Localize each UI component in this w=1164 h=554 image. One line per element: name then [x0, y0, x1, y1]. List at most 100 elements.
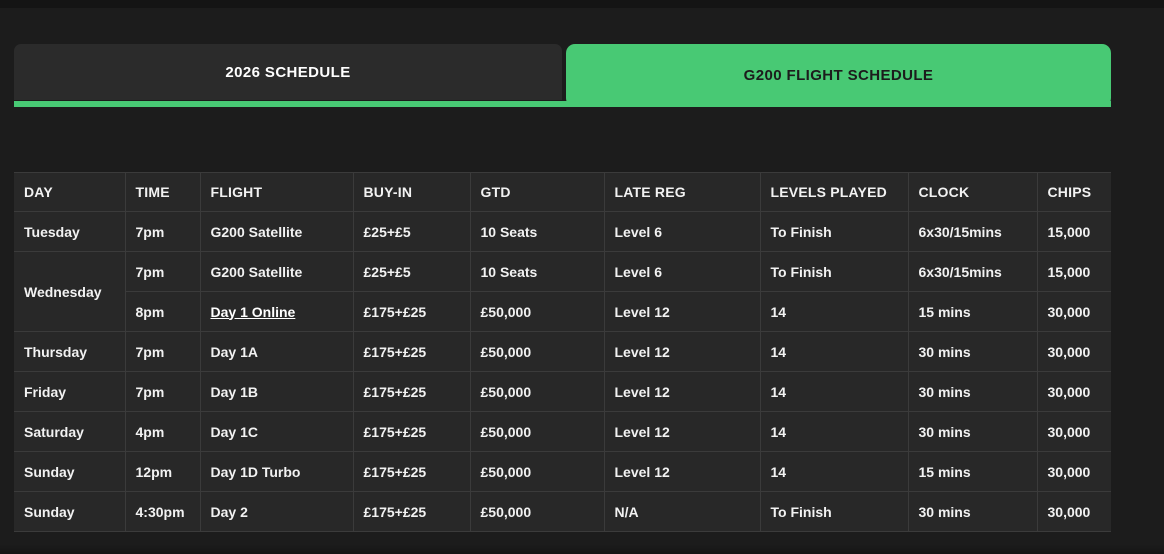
cell-time: 4pm: [124, 411, 201, 452]
cell-time: 12pm: [124, 451, 201, 492]
cell-late-reg: Level 12: [603, 411, 761, 452]
cell-flight: Day 1C: [199, 411, 354, 452]
cell-buy-in: £175+£25: [352, 451, 471, 492]
col-header-day: DAY: [13, 172, 126, 212]
cell-clock: 30 mins: [907, 411, 1038, 452]
cell-gtd: £50,000: [469, 411, 605, 452]
cell-chips: 30,000: [1036, 451, 1112, 492]
table-row: 8pm Day 1 Online £175+£25 £50,000 Level 12 14…: [14, 291, 1112, 332]
col-header-buy-in: BUY-IN: [352, 172, 471, 212]
cell-buy-in: £175+£25: [352, 331, 471, 372]
cell-time: 7pm: [124, 211, 201, 252]
cell-day: Sunday: [13, 491, 126, 532]
tab-g200-flight-schedule[interactable]: G200 FLIGHT SCHEDULE: [566, 44, 1111, 107]
cell-late-reg: N/A: [603, 491, 761, 532]
cell-day: Sunday: [13, 451, 126, 492]
cell-buy-in: £175+£25: [352, 291, 471, 332]
table-row: Sunday 4:30pm Day 2 £175+£25 £50,000 N/A To Fi…: [13, 491, 1112, 532]
cell-levels-played: To Finish: [759, 491, 909, 532]
cell-flight: Day 1B: [199, 371, 354, 412]
col-header-gtd: GTD: [469, 172, 605, 212]
cell-time: 8pm: [124, 291, 201, 332]
tab-bar: 2026 SCHEDULE G200 FLIGHT SCHEDULE: [14, 44, 1111, 107]
col-header-chips: CHIPS: [1036, 172, 1112, 212]
cell-levels-played: 14: [759, 411, 909, 452]
cell-buy-in: £25+£5: [352, 211, 471, 252]
table-row: Friday 7pm Day 1B £175+£25 £50,000 Level 12 14…: [13, 371, 1112, 412]
cell-day: Wednesday: [13, 251, 126, 332]
tab-g200-flight-schedule-label: G200 FLIGHT SCHEDULE: [743, 67, 934, 84]
active-tab-underline: [14, 101, 1111, 107]
cell-late-reg: Level 6: [603, 211, 761, 252]
cell-chips: 30,000: [1036, 491, 1112, 532]
cell-clock: 15 mins: [907, 451, 1038, 492]
table-header-row: DAY TIME FLIGHT BUY-IN GTD LATE REG LEVELS PLA…: [13, 172, 1112, 212]
cell-late-reg: Level 12: [603, 331, 761, 372]
cell-gtd: £50,000: [469, 331, 605, 372]
cell-time: 4:30pm: [124, 491, 201, 532]
cell-gtd: £50,000: [469, 371, 605, 412]
table-row: Thursday 7pm Day 1A £175+£25 £50,000 Level 12…: [13, 331, 1112, 372]
cell-late-reg: Level 12: [603, 371, 761, 412]
cell-gtd: £50,000: [469, 291, 605, 332]
cell-clock: 30 mins: [907, 491, 1038, 532]
table-row: Wednesday 7pm G200 Satellite £25+£5 10 Seats…: [13, 251, 1112, 332]
cell-gtd: £50,000: [469, 451, 605, 492]
cell-gtd: 10 Seats: [469, 251, 605, 292]
cell-buy-in: £175+£25: [352, 411, 471, 452]
cell-clock: 6x30/15mins: [907, 251, 1038, 292]
cell-flight: G200 Satellite: [199, 251, 354, 292]
cell-late-reg: Level 12: [603, 451, 761, 492]
cell-levels-played: 14: [759, 371, 909, 412]
cell-time: 7pm: [124, 331, 201, 372]
col-header-late-reg: LATE REG: [603, 172, 761, 212]
flight-schedule-table-wrap: DAY TIME FLIGHT BUY-IN GTD LATE REG LEVELS PLA…: [13, 172, 1112, 532]
cell-flight: Day 1D Turbo: [199, 451, 354, 492]
col-header-time: TIME: [124, 172, 201, 212]
cell-chips: 15,000: [1036, 251, 1112, 292]
cell-late-reg: Level 12: [603, 291, 761, 332]
cell-flight: Day 2: [199, 491, 354, 532]
tab-2026-schedule[interactable]: 2026 SCHEDULE: [14, 44, 562, 100]
cell-chips: 15,000: [1036, 211, 1112, 252]
cell-levels-played: To Finish: [759, 211, 909, 252]
col-header-levels-played: LEVELS PLAYED: [759, 172, 909, 212]
cell-flight: Day 1 Online: [199, 291, 354, 332]
cell-time: 7pm: [124, 371, 201, 412]
cell-flight: Day 1A: [199, 331, 354, 372]
table-row: Tuesday 7pm G200 Satellite £25+£5 10 Seats Le…: [13, 211, 1112, 252]
cell-buy-in: £175+£25: [352, 371, 471, 412]
cell-flight: G200 Satellite: [199, 211, 354, 252]
cell-buy-in: £25+£5: [352, 251, 471, 292]
tab-2026-schedule-label: 2026 SCHEDULE: [225, 63, 351, 81]
col-header-flight: FLIGHT: [199, 172, 354, 212]
cell-day: Saturday: [13, 411, 126, 452]
flight-schedule-table: DAY TIME FLIGHT BUY-IN GTD LATE REG LEVELS PLA…: [13, 172, 1112, 532]
table-row: Saturday 4pm Day 1C £175+£25 £50,000 Level 12…: [13, 411, 1112, 452]
cell-levels-played: To Finish: [759, 251, 909, 292]
cell-levels-played: 14: [759, 451, 909, 492]
cell-time: 7pm: [124, 251, 201, 292]
cell-day: Thursday: [13, 331, 126, 372]
cell-levels-played: 14: [759, 331, 909, 372]
cell-day: Tuesday: [13, 211, 126, 252]
cell-chips: 30,000: [1036, 411, 1112, 452]
cell-chips: 30,000: [1036, 371, 1112, 412]
cell-chips: 30,000: [1036, 331, 1112, 372]
cell-clock: 6x30/15mins: [907, 211, 1038, 252]
cell-clock: 30 mins: [907, 371, 1038, 412]
cell-gtd: 10 Seats: [469, 211, 605, 252]
cell-levels-played: 14: [759, 291, 909, 332]
cell-day: Friday: [13, 371, 126, 412]
cell-clock: 15 mins: [907, 291, 1038, 332]
bottom-shade: [0, 544, 1164, 554]
col-header-clock: CLOCK: [907, 172, 1038, 212]
table-row: Sunday 12pm Day 1D Turbo £175+£25 £50,000 Lev…: [13, 451, 1112, 492]
top-bar: [0, 0, 1164, 8]
cell-chips: 30,000: [1036, 291, 1112, 332]
cell-gtd: £50,000: [469, 491, 605, 532]
cell-buy-in: £175+£25: [352, 491, 471, 532]
cell-late-reg: Level 6: [603, 251, 761, 292]
flight-link[interactable]: Day 1 Online: [210, 303, 296, 320]
cell-clock: 30 mins: [907, 331, 1038, 372]
